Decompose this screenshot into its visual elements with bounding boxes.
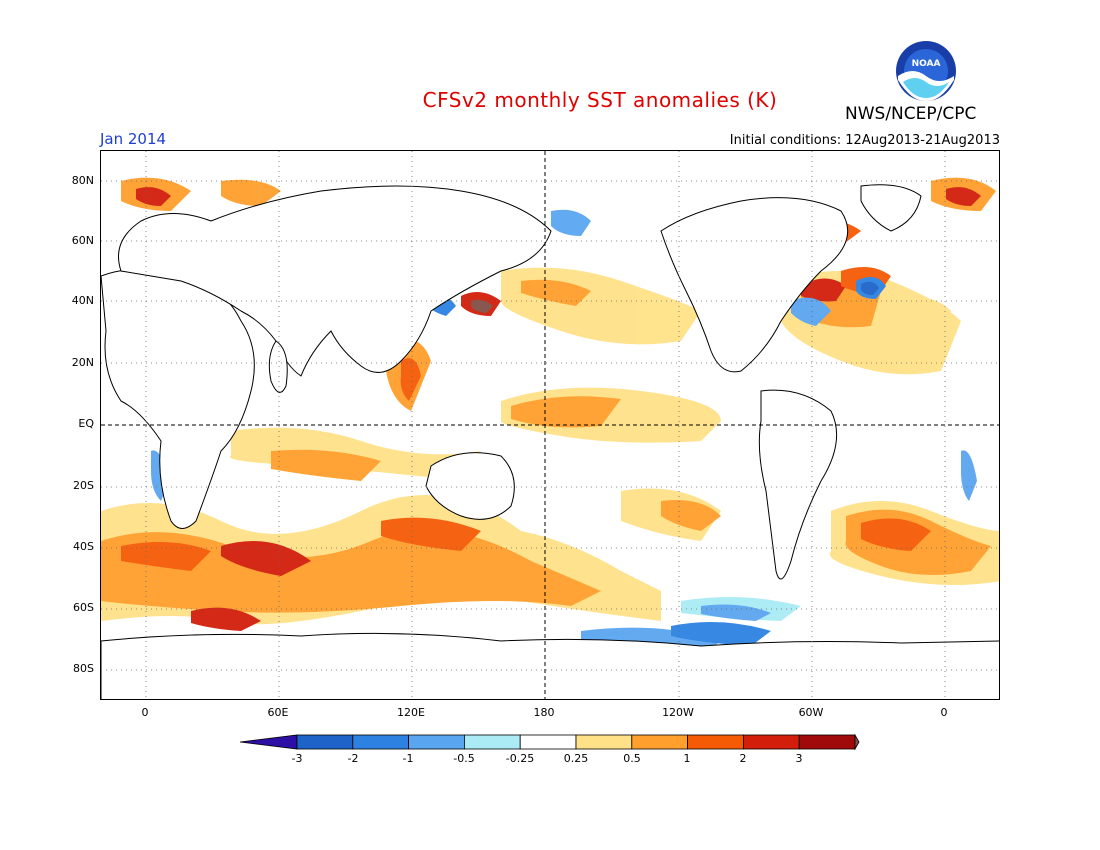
colorbar-segment (519, 734, 577, 750)
colorbar-label-neg0-5: -0.5 (453, 752, 475, 765)
colorbar-label-neg3: -3 (291, 752, 303, 765)
lon-label-120e: 120E (397, 706, 425, 719)
lat-label-40s: 40S (73, 540, 94, 553)
equator-dateline (101, 151, 999, 699)
lat-label-60n: 60N (71, 234, 94, 247)
noaa-logo: NOAA (896, 41, 956, 102)
colorbar-label-2: 2 (739, 752, 747, 765)
colorbar-label-3: 3 (795, 752, 803, 765)
lat-label-eq: EQ (78, 417, 94, 430)
colorbar-arrow-low (240, 734, 298, 750)
lon-label-120w: 120W (662, 706, 694, 719)
agency-label: NWS/NCEP/CPC (845, 104, 977, 124)
initial-conditions-label: Initial conditions: 12Aug2013-21Aug2013 (729, 133, 1000, 148)
lon-label-180: 180 (533, 706, 555, 719)
colorbar-segment (352, 734, 410, 750)
colorbar-segment (798, 734, 856, 750)
lat-label-80s: 80S (73, 662, 94, 675)
colorbar-label-1: 1 (683, 752, 691, 765)
colorbar-segment (296, 734, 354, 750)
lat-label-20n: 20N (71, 356, 94, 369)
chart-title: CFSv2 monthly SST anomalies (K) (422, 88, 778, 112)
lat-label-20s: 20S (73, 479, 94, 492)
colorbar-label-neg2: -2 (347, 752, 359, 765)
lon-label-60e: 60E (267, 706, 289, 719)
lat-label-80n: 80N (71, 174, 94, 187)
colorbar-segment (575, 734, 633, 750)
sst-anomaly-map (100, 150, 1000, 700)
colorbar-segment (687, 734, 744, 750)
month-label: Jan 2014 (100, 130, 167, 148)
lon-label-0-east: 0 (940, 706, 948, 719)
lat-label-60s: 60S (73, 601, 94, 614)
gridlines (101, 151, 999, 699)
colorbar-label-neg1: -1 (402, 752, 414, 765)
colorbar (240, 734, 860, 750)
colorbar-segment (408, 734, 465, 750)
colorbar-segment (631, 734, 688, 750)
colorbar-label-0-5: 0.5 (623, 752, 641, 765)
colorbar-segment (742, 734, 800, 750)
colorbar-segment (463, 734, 521, 750)
colorbar-label-neg0-25: -0.25 (505, 752, 535, 765)
colorbar-label-0-25: 0.25 (563, 752, 589, 765)
lon-label-60w: 60W (798, 706, 824, 719)
logo-text: NOAA (912, 59, 941, 69)
lat-label-40n: 40N (71, 294, 94, 307)
lon-label-0: 0 (141, 706, 149, 719)
colorbar-arrow-high (854, 734, 860, 750)
